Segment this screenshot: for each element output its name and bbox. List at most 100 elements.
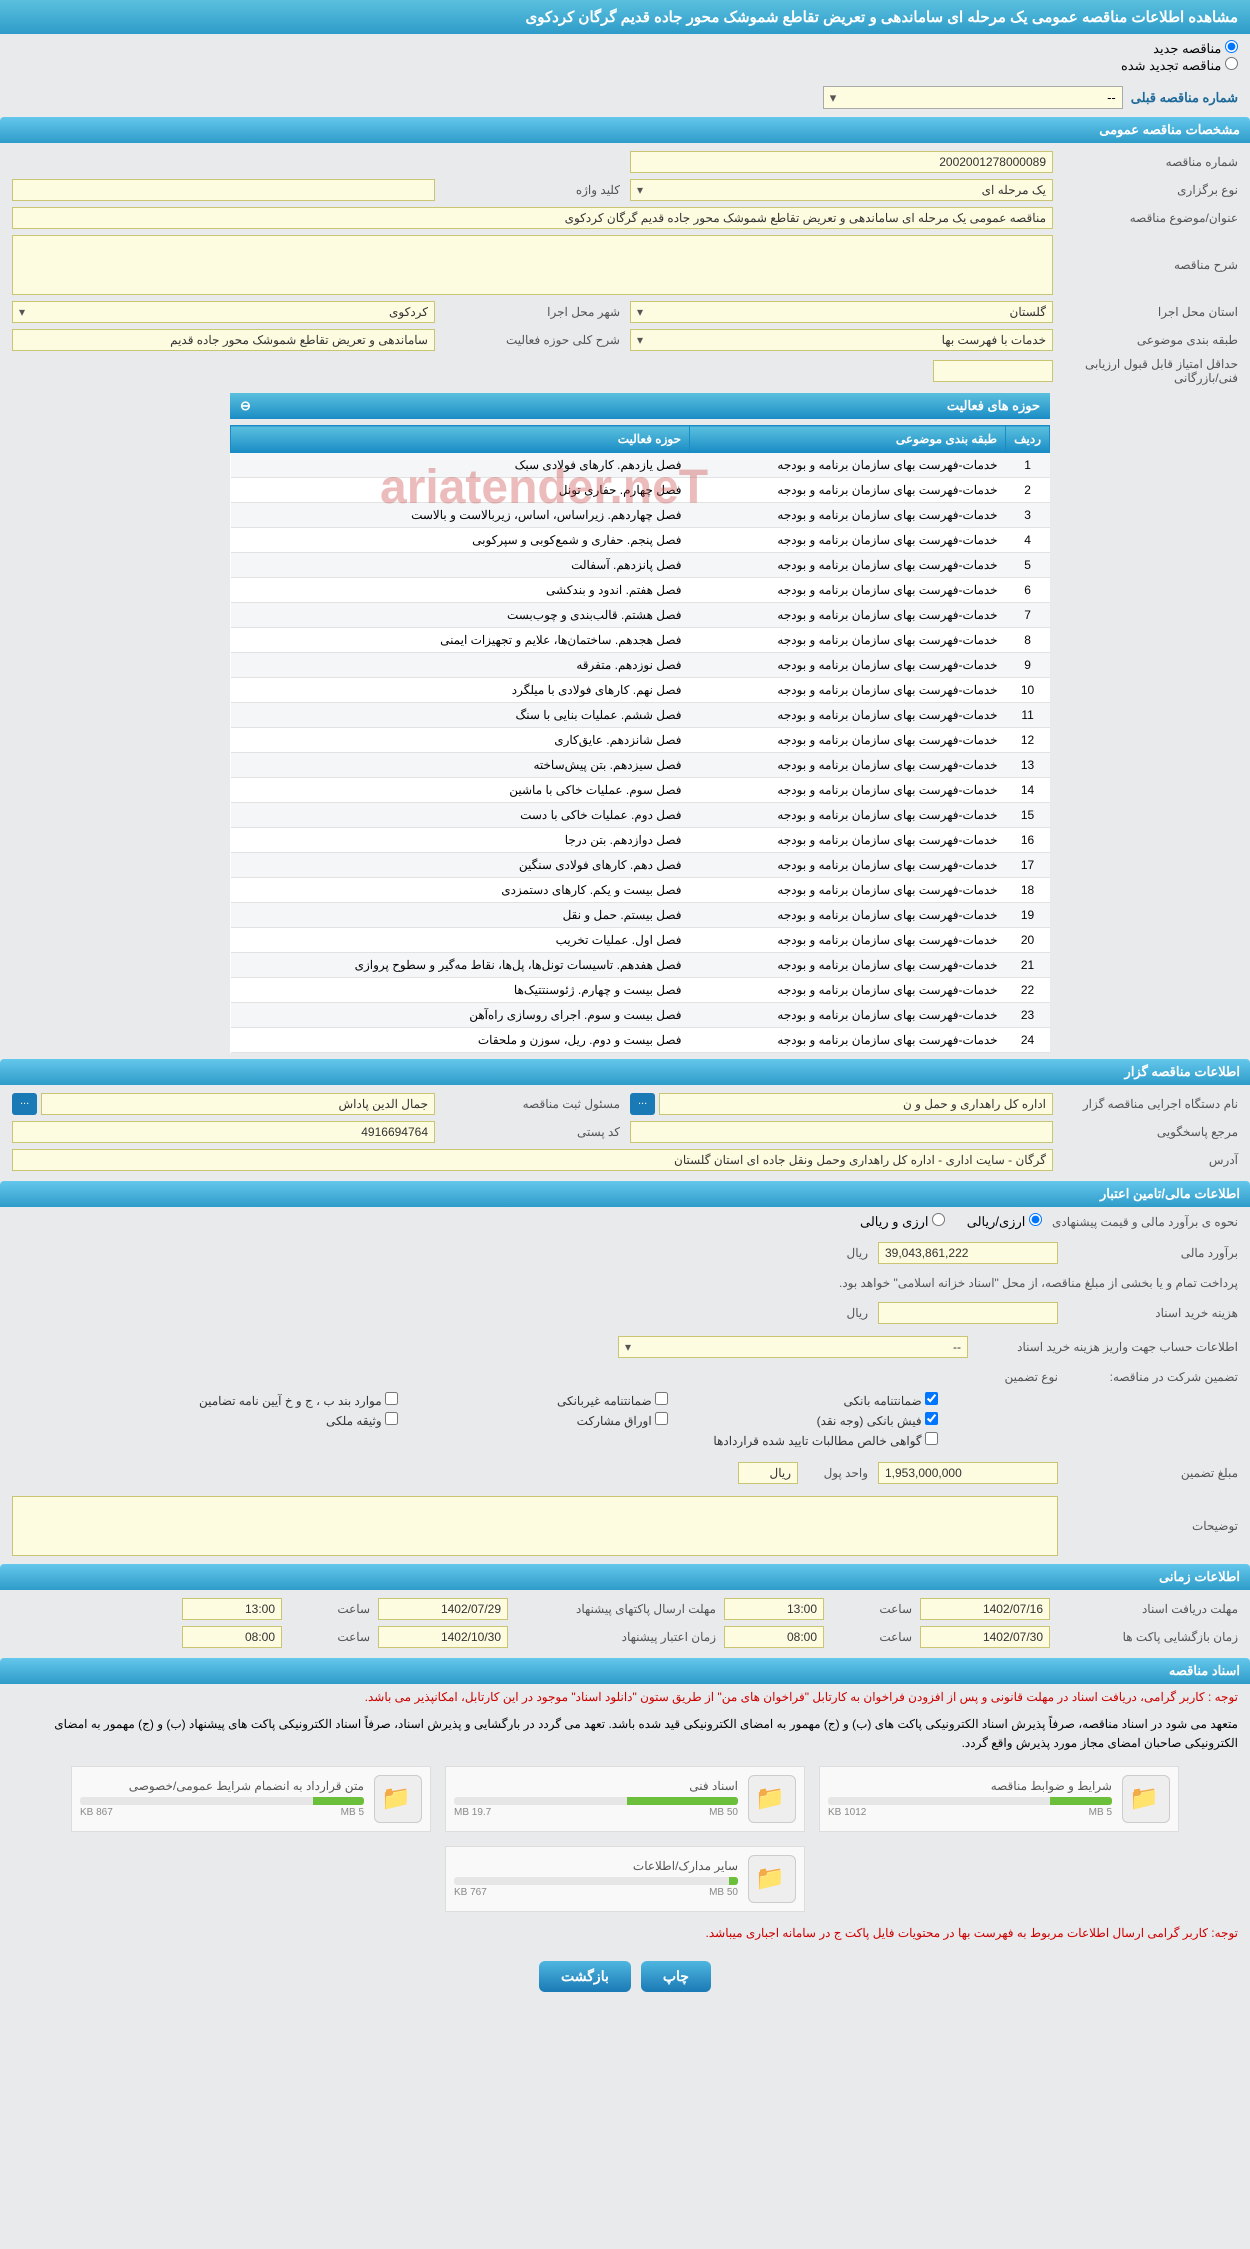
radio-renewed-tender[interactable]: مناقصه تجدید شده [1121,58,1238,73]
file-card[interactable]: سایر مدارک/اطلاعات 50 MB767 KB [445,1846,805,1912]
activities-table: ردیف طبقه بندی موضوعی حوزه فعالیت 1 خدما… [230,425,1050,1053]
chk-receivables[interactable]: گواهی خالص مطالبات تایید شده قراردادها [698,1432,938,1448]
section-activities: حوزه های فعالیت ⊖ [230,393,1050,419]
table-row: 9 خدمات-فهرست بهای سازمان برنامه و بودجه… [231,653,1050,678]
table-row: 21 خدمات-فهرست بهای سازمان برنامه و بودج… [231,953,1050,978]
holding-type-select[interactable]: یک مرحله ای [630,179,1053,201]
notes-value[interactable] [12,1496,1058,1556]
file-card[interactable]: اسناد فنی 50 MB19.7 MB [445,1766,805,1832]
back-button[interactable]: بازگشت [539,1961,631,1992]
chk-cash[interactable]: فیش بانکی (وجه نقد) [698,1412,938,1428]
opening-date: 1402/07/30 [920,1626,1050,1648]
table-row: 16 خدمات-فهرست بهای سازمان برنامه و بودج… [231,828,1050,853]
documents-note-2: متعهد می شود در اسناد مناقصه، صرفاً پذیر… [0,1711,1250,1757]
radio-new-tender[interactable]: مناقصه جدید [1153,41,1238,56]
cell-category: خدمات-فهرست بهای سازمان برنامه و بودجه [690,478,1006,503]
category-select[interactable]: خدمات با فهرست بها [630,329,1053,351]
chk-items-bjw[interactable]: موارد بند ب ، ج و خ آیین نامه تضامین [158,1392,398,1408]
cell-field: فصل یازدهم. کارهای فولادی سبک [231,453,690,478]
cell-field: فصل نوزدهم. متفرقه [231,653,690,678]
file-title: اسناد فنی [454,1779,738,1793]
cell-field: فصل ششم. عملیات بنایی با سنگ [231,703,690,728]
prev-number-dropdown[interactable]: -- [823,86,1123,109]
cell-category: خدمات-فهرست بهای سازمان برنامه و بودجه [690,903,1006,928]
validity-date: 1402/10/30 [378,1626,508,1648]
buy-cost-value[interactable] [878,1302,1058,1324]
file-card[interactable]: متن قرارداد به انضمام شرایط عمومی/خصوصی … [71,1766,431,1832]
table-row: 12 خدمات-فهرست بهای سازمان برنامه و بودج… [231,728,1050,753]
folder-icon [748,1775,796,1823]
cell-field: فصل بیستم. حمل و نقل [231,903,690,928]
cell-field: فصل اول. عملیات تخریب [231,928,690,953]
collapse-icon[interactable]: ⊖ [240,398,251,414]
description-value[interactable] [12,235,1053,295]
cell-field: فصل دهم. کارهای فولادی سنگین [231,853,690,878]
responsible-more-button[interactable]: ... [12,1093,37,1115]
city-select[interactable]: کردکوی [12,301,435,323]
account-select[interactable]: -- [618,1336,968,1358]
label-org: نام دستگاه اجرایی مناقصه گزار [1063,1097,1238,1111]
file-max: 50 MB [709,1887,738,1898]
cell-index: 11 [1006,703,1050,728]
opening-time: 08:00 [724,1626,824,1648]
cell-index: 23 [1006,1003,1050,1028]
cell-index: 5 [1006,553,1050,578]
label-opening: زمان بازگشایی پاکت ها [1058,1630,1238,1644]
label-category: طبقه بندی موضوعی [1063,333,1238,347]
documents-note-3: توجه: کاربر گرامی ارسال اطلاعات مربوط به… [0,1920,1250,1947]
table-row: 23 خدمات-فهرست بهای سازمان برنامه و بودج… [231,1003,1050,1028]
table-row: 18 خدمات-فهرست بهای سازمان برنامه و بودج… [231,878,1050,903]
address-value: گرگان - سایت اداری - اداره کل راهداری وح… [12,1149,1053,1171]
label-estimate: برآورد مالی [1068,1246,1238,1260]
radio-foreign[interactable]: ارزی و ریالی [860,1214,945,1229]
label-currency: واحد پول [808,1466,868,1480]
min-score-value[interactable] [933,360,1053,382]
section-financial: اطلاعات مالی/تامین اعتبار [0,1181,1250,1207]
table-row: 24 خدمات-فهرست بهای سازمان برنامه و بودج… [231,1028,1050,1053]
table-row: 20 خدمات-فهرست بهای سازمان برنامه و بودج… [231,928,1050,953]
reference-value[interactable] [630,1121,1053,1143]
cell-category: خدمات-فهرست بهای سازمان برنامه و بودجه [690,953,1006,978]
file-card[interactable]: شرایط و ضوابط مناقصه 5 MB1012 KB [819,1766,1179,1832]
cell-field: فصل پانزدهم. آسفالت [231,553,690,578]
chk-bank-guarantee[interactable]: ضمانتنامه بانکی [698,1392,938,1408]
estimate-value: 39,043,861,222 [878,1242,1058,1264]
label-notes: توضیحات [1068,1519,1238,1533]
chk-securities[interactable]: اوراق مشارکت [428,1412,668,1428]
chk-nonbank-guarantee[interactable]: ضمانتنامه غیربانکی [428,1392,668,1408]
section-timing: اطلاعات زمانی [0,1564,1250,1590]
payment-note: پرداخت تمام و یا بخشی از مبلغ مناقصه، از… [839,1276,1238,1290]
cell-category: خدمات-فهرست بهای سازمان برنامه و بودجه [690,628,1006,653]
file-title: متن قرارداد به انضمام شرایط عمومی/خصوصی [80,1779,364,1793]
table-row: 11 خدمات-فهرست بهای سازمان برنامه و بودج… [231,703,1050,728]
cell-index: 16 [1006,828,1050,853]
folder-icon [1122,1775,1170,1823]
keyword-input[interactable] [12,179,435,201]
table-row: 10 خدمات-فهرست بهای سازمان برنامه و بودج… [231,678,1050,703]
cell-field: فصل بیست و چهارم. ژئوسنتتیک‌ها [231,978,690,1003]
label-time-2: ساعت [290,1602,370,1616]
print-button[interactable]: چاپ [641,1961,711,1992]
cell-index: 13 [1006,753,1050,778]
province-select[interactable]: گلستان [630,301,1053,323]
unit-rial-2: ریال [846,1306,868,1320]
file-size: 19.7 MB [454,1807,491,1818]
cell-index: 19 [1006,903,1050,928]
label-province: استان محل اجرا [1063,305,1238,319]
radio-renewed-tender-label: مناقصه تجدید شده [1121,58,1221,73]
cell-category: خدمات-فهرست بهای سازمان برنامه و بودجه [690,1028,1006,1053]
org-more-button[interactable]: ... [630,1093,655,1115]
cell-field: فصل هشتم. قالب‌بندی و چوب‌بست [231,603,690,628]
label-city: شهر محل اجرا [445,305,620,319]
label-min-score: حداقل امتیاز قابل قبول ارزیابی فنی/بازرگ… [1063,357,1238,385]
radio-rial[interactable]: ارزی/ریالی [967,1214,1042,1229]
chk-property[interactable]: وثیقه ملکی [158,1412,398,1428]
chk-bank-guarantee-label: ضمانتنامه بانکی [843,1394,921,1408]
activity-desc-value: ساماندهی و تعریض تقاطع شموشک محور جاده ق… [12,329,435,351]
file-size: 1012 KB [828,1807,866,1818]
postal-value: 4916694764 [12,1121,435,1143]
chk-items-bjw-label: موارد بند ب ، ج و خ آیین نامه تضامین [199,1394,382,1408]
table-row: 4 خدمات-فهرست بهای سازمان برنامه و بودجه… [231,528,1050,553]
label-time-3: ساعت [832,1630,912,1644]
label-keyword: کلید واژه [445,183,620,197]
